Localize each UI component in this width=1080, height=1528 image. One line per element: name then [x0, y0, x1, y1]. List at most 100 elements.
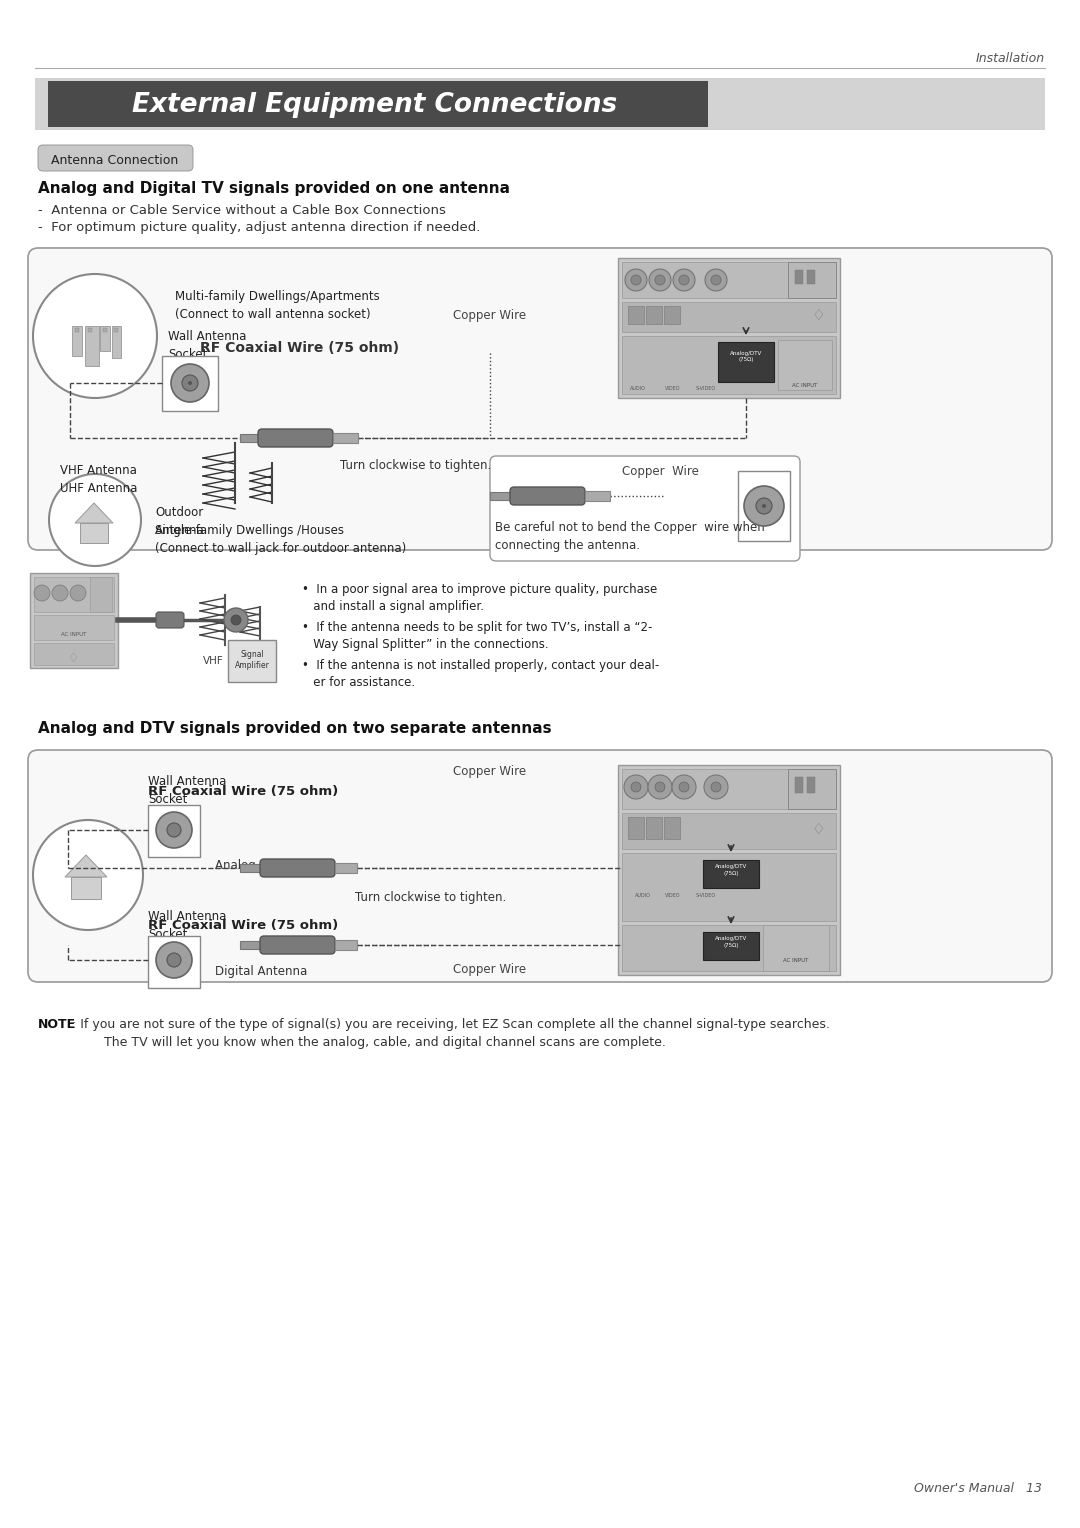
Bar [85, 325, 99, 367]
Text: UHF: UHF [238, 656, 258, 666]
Text: AUDIO: AUDIO [635, 892, 651, 898]
Circle shape [679, 782, 689, 792]
Bar [33, 643, 114, 665]
Circle shape [631, 275, 642, 286]
Text: VIDEO: VIDEO [665, 387, 680, 391]
FancyBboxPatch shape [258, 429, 333, 448]
Bar [228, 640, 276, 681]
Circle shape [704, 775, 728, 799]
Text: Owner's Manual   13: Owner's Manual 13 [914, 1482, 1042, 1494]
Circle shape [70, 585, 86, 601]
Bar [778, 341, 832, 390]
Bar [622, 853, 836, 921]
Bar [795, 270, 804, 284]
Bar [333, 432, 357, 443]
FancyBboxPatch shape [156, 613, 184, 628]
Bar [585, 490, 610, 501]
FancyBboxPatch shape [260, 937, 335, 953]
Circle shape [167, 824, 181, 837]
Text: VIDEO: VIDEO [665, 892, 680, 898]
FancyBboxPatch shape [38, 145, 193, 171]
Text: AC INPUT: AC INPUT [783, 958, 809, 963]
Circle shape [49, 474, 141, 565]
Text: •  If the antenna is not installed properly, contact your deal-
   er for assist: • If the antenna is not installed proper… [302, 659, 659, 689]
Text: AC INPUT: AC INPUT [793, 384, 818, 388]
Text: Analog Antenna: Analog Antenna [215, 859, 309, 871]
Bar [646, 306, 662, 324]
FancyBboxPatch shape [490, 455, 800, 561]
Bar [35, 78, 1045, 130]
FancyBboxPatch shape [510, 487, 585, 504]
Circle shape [183, 374, 198, 391]
Circle shape [762, 504, 766, 507]
Circle shape [654, 275, 665, 286]
Bar [112, 325, 121, 358]
Text: Outdoor
Antenna: Outdoor Antenna [156, 506, 205, 536]
Bar [335, 863, 357, 872]
Text: •  If the antenna needs to be split for two TV’s, install a “2-
   Way Signal Sp: • If the antenna needs to be split for t… [302, 620, 652, 651]
Text: RF Coaxial Wire (75 ohm): RF Coaxial Wire (75 ohm) [201, 341, 400, 354]
Bar [618, 766, 840, 975]
Text: Turn clockwise to tighten.: Turn clockwise to tighten. [355, 891, 507, 905]
Circle shape [705, 269, 727, 290]
Bar [114, 329, 118, 332]
Bar [33, 614, 114, 640]
Text: S-VIDEO: S-VIDEO [696, 892, 716, 898]
Text: S-VIDEO: S-VIDEO [696, 387, 716, 391]
Circle shape [33, 274, 157, 397]
Circle shape [654, 782, 665, 792]
Text: Digital Antenna: Digital Antenna [215, 966, 307, 978]
Circle shape [171, 364, 210, 402]
Bar [240, 434, 260, 442]
Bar [148, 805, 200, 857]
Text: Analog/DTV
(75Ω): Analog/DTV (75Ω) [730, 351, 762, 362]
Bar [48, 81, 708, 127]
Circle shape [167, 953, 181, 967]
Text: Wall Antenna
Socket: Wall Antenna Socket [168, 330, 246, 361]
Bar [72, 325, 82, 356]
Bar [490, 492, 512, 500]
Bar [622, 336, 836, 394]
Text: Wall Antenna
Socket: Wall Antenna Socket [148, 775, 227, 805]
Text: Analog/DTV
(75Ω): Analog/DTV (75Ω) [715, 865, 747, 876]
Text: Signal
Amplifier: Signal Amplifier [234, 649, 269, 671]
Circle shape [744, 486, 784, 526]
Circle shape [156, 811, 192, 848]
Bar [90, 578, 112, 613]
Circle shape [679, 275, 689, 286]
Bar [807, 270, 815, 284]
Polygon shape [75, 503, 113, 523]
Text: RF Coaxial Wire (75 ohm): RF Coaxial Wire (75 ohm) [148, 918, 338, 932]
Circle shape [188, 380, 192, 385]
Text: Copper Wire: Copper Wire [454, 964, 527, 976]
Bar [762, 924, 829, 970]
Text: -  For optimum picture quality, adjust antenna direction if needed.: - For optimum picture quality, adjust an… [38, 222, 481, 234]
Bar [664, 306, 680, 324]
Bar [807, 778, 815, 793]
Text: Analog and DTV signals provided on two separate antennas: Analog and DTV signals provided on two s… [38, 721, 552, 735]
Bar [240, 863, 262, 872]
Text: Single-family Dwellings /Houses
(Connect to wall jack for outdoor antenna): Single-family Dwellings /Houses (Connect… [156, 524, 406, 555]
Circle shape [224, 608, 248, 633]
Bar [162, 356, 218, 411]
Polygon shape [65, 856, 107, 877]
Text: Copper Wire: Copper Wire [454, 766, 527, 778]
Bar [618, 258, 840, 397]
FancyBboxPatch shape [260, 859, 335, 877]
Circle shape [711, 275, 721, 286]
Text: NOTE: NOTE [38, 1018, 76, 1031]
Text: Installation: Installation [976, 52, 1045, 64]
Circle shape [672, 775, 696, 799]
Bar [664, 817, 680, 839]
FancyBboxPatch shape [28, 750, 1052, 983]
Circle shape [33, 821, 143, 931]
Bar [795, 778, 804, 793]
Bar [148, 937, 200, 989]
Text: Copper Wire: Copper Wire [454, 310, 527, 322]
Text: Copper  Wire: Copper Wire [622, 465, 699, 477]
Bar [80, 523, 108, 542]
Bar [622, 924, 836, 970]
Circle shape [156, 941, 192, 978]
Text: ♢: ♢ [811, 309, 825, 324]
Text: RF Coaxial Wire (75 ohm): RF Coaxial Wire (75 ohm) [148, 785, 338, 799]
